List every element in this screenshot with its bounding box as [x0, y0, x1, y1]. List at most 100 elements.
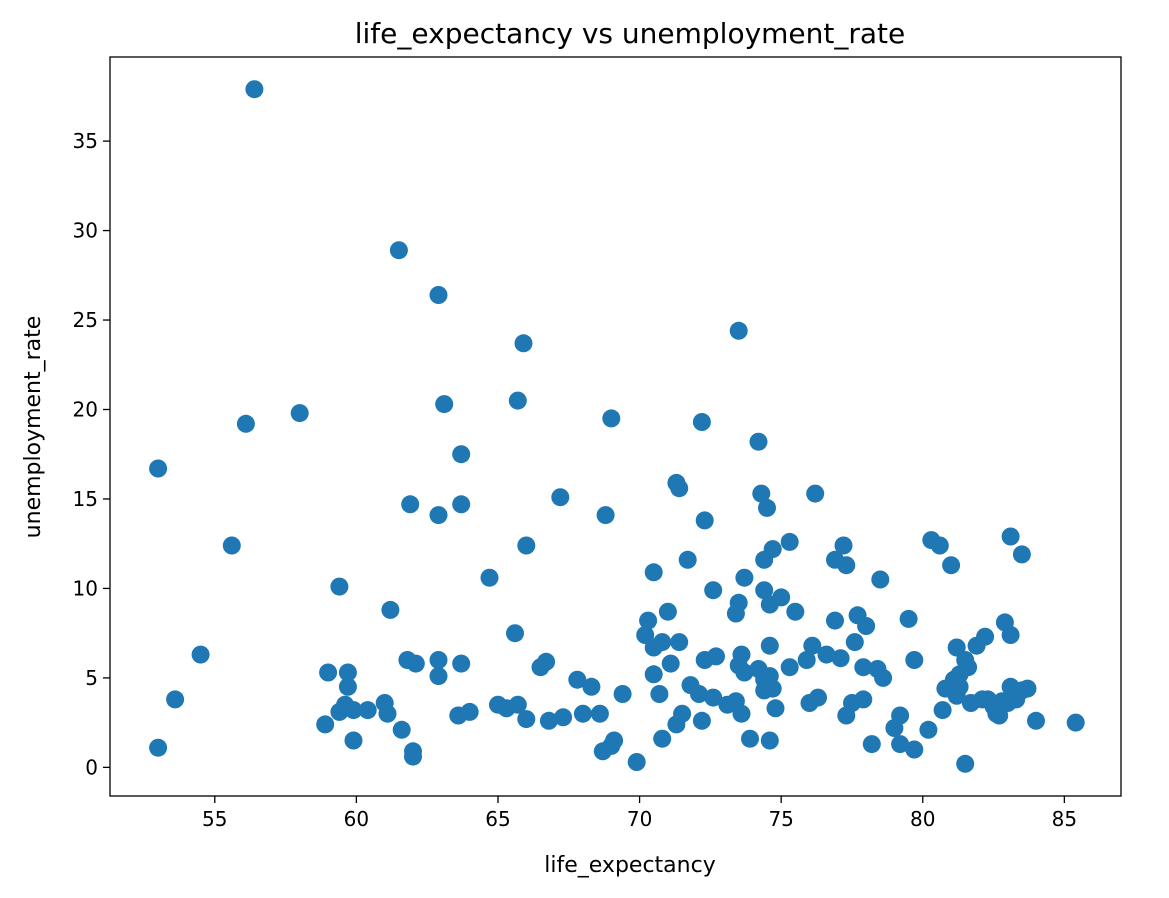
- data-point: [480, 568, 499, 587]
- data-point: [732, 645, 751, 664]
- data-point: [874, 668, 893, 687]
- y-tick-label: 10: [73, 576, 98, 600]
- y-tick-label: 35: [73, 129, 98, 153]
- data-point: [837, 556, 856, 575]
- data-point: [905, 740, 924, 759]
- data-point: [429, 506, 448, 525]
- data-point: [573, 704, 592, 723]
- data-point: [149, 738, 168, 757]
- data-point: [166, 690, 185, 709]
- x-tick-label: 80: [910, 807, 935, 831]
- data-point: [508, 391, 527, 410]
- data-point: [755, 581, 774, 600]
- data-point: [381, 600, 400, 619]
- data-point: [930, 536, 949, 555]
- data-point: [976, 627, 995, 646]
- data-point: [1012, 545, 1031, 564]
- data-point: [661, 654, 680, 673]
- plot-frame: [109, 56, 1122, 797]
- data-point: [673, 704, 692, 723]
- data-point: [854, 690, 873, 709]
- y-tick-label: 30: [73, 219, 98, 243]
- data-point: [644, 665, 663, 684]
- data-point: [429, 667, 448, 686]
- data-point: [735, 568, 754, 587]
- data-point: [338, 677, 357, 696]
- data-point: [834, 536, 853, 555]
- data-point: [639, 611, 658, 630]
- data-point: [772, 588, 791, 607]
- data-point: [670, 479, 689, 498]
- data-point: [404, 747, 422, 766]
- data-point: [670, 633, 689, 652]
- y-tick-label: 20: [73, 398, 98, 422]
- data-point: [554, 708, 573, 727]
- data-point: [959, 658, 978, 677]
- data-point: [933, 701, 952, 720]
- data-point: [514, 334, 533, 353]
- data-point: [658, 602, 677, 621]
- data-point: [653, 729, 672, 748]
- data-point: [803, 636, 822, 655]
- data-point: [191, 645, 210, 664]
- data-point: [613, 685, 632, 703]
- chart-title: life_expectancy vs unemployment_rate: [355, 17, 906, 50]
- data-point: [845, 633, 864, 652]
- data-point: [899, 609, 918, 628]
- data-point: [539, 711, 558, 730]
- data-point: [809, 688, 827, 707]
- data-point: [506, 624, 524, 643]
- data-point: [149, 459, 168, 478]
- data-point: [692, 413, 711, 431]
- data-point: [695, 511, 714, 530]
- data-point: [245, 80, 264, 99]
- data-point: [392, 720, 411, 739]
- data-point: [729, 321, 748, 340]
- data-point: [358, 701, 377, 720]
- data-point: [1027, 711, 1045, 730]
- x-tick-label: 85: [1052, 807, 1077, 831]
- data-point: [452, 495, 471, 514]
- data-point: [752, 484, 771, 503]
- data-point: [862, 735, 881, 754]
- data-point: [854, 658, 873, 677]
- data-point: [817, 645, 836, 664]
- data-point: [732, 704, 751, 723]
- data-point: [1018, 679, 1037, 698]
- data-point: [602, 409, 621, 428]
- data-point: [429, 651, 448, 669]
- data-point: [950, 677, 969, 696]
- x-axis-label: life_expectancy: [544, 853, 715, 878]
- y-axis-ticks: 0 5 10 15 20 25 30 35: [73, 129, 110, 779]
- data-point: [590, 704, 609, 723]
- data-point: [831, 649, 850, 668]
- x-tick-label: 70: [627, 807, 652, 831]
- data-point: [690, 685, 708, 703]
- data-point: [582, 677, 601, 696]
- data-point: [729, 593, 748, 612]
- data-point: [857, 617, 876, 635]
- x-tick-label: 55: [202, 807, 227, 831]
- data-point: [316, 715, 335, 734]
- data-point: [692, 711, 711, 730]
- data-point: [605, 731, 624, 750]
- data-point: [735, 663, 754, 682]
- data-point: [222, 536, 241, 555]
- data-point: [826, 611, 844, 630]
- y-tick-label: 15: [73, 487, 98, 511]
- data-point: [678, 550, 697, 569]
- x-tick-label: 60: [344, 807, 369, 831]
- data-point: [551, 488, 570, 507]
- data-point: [891, 735, 910, 754]
- x-tick-label: 65: [485, 807, 510, 831]
- y-axis-label: unemployment_rate: [21, 316, 46, 539]
- data-point: [344, 701, 363, 720]
- data-point: [537, 652, 556, 671]
- data-point: [517, 536, 536, 555]
- data-point: [236, 414, 255, 433]
- data-point: [653, 633, 672, 652]
- data-point: [452, 654, 471, 673]
- data-point: [627, 753, 646, 771]
- data-point: [452, 445, 471, 464]
- data-point: [760, 731, 779, 750]
